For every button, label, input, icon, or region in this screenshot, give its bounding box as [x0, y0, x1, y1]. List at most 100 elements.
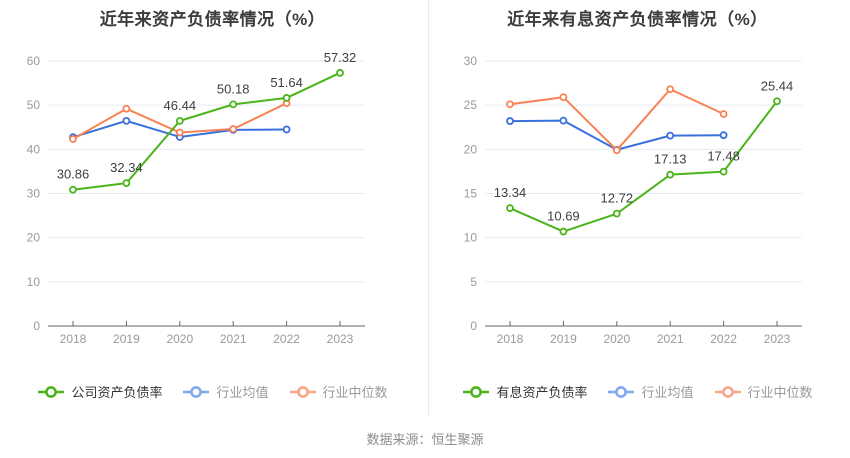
y-axis-tick-label: 10 [27, 275, 41, 289]
data-point-value-label: 32.34 [110, 160, 143, 175]
series-line-blue [509, 119, 725, 151]
x-axis-tick-label: 2022 [710, 332, 737, 346]
data-point-value-label: 30.86 [57, 167, 90, 182]
y-axis-tick-label: 0 [470, 319, 477, 333]
x-axis-tick-label: 2021 [220, 332, 247, 346]
data-point-blue [559, 116, 568, 125]
chart-title-debt-ratio: 近年来资产负债率情况（%） [99, 10, 326, 29]
data-point-value-label: 57.32 [324, 50, 357, 65]
legend-item-blue[interactable]: 行业均值 [182, 382, 269, 401]
data-point-orange [666, 85, 675, 94]
x-axis-tick-label: 2019 [550, 332, 577, 346]
y-axis-tick-label: 10 [464, 231, 478, 245]
legend-item-label: 行业均值 [216, 385, 269, 400]
legend-ring [296, 385, 309, 398]
data-point-orange [122, 104, 131, 113]
legend-marker-icon [183, 385, 210, 398]
data-point-value-label: 17.13 [654, 152, 687, 167]
legend-item-green[interactable]: 有息资产负债率 [462, 382, 587, 401]
series-line-green [509, 100, 778, 233]
y-axis-tick-label: 60 [27, 54, 41, 68]
legend-ring [470, 385, 483, 398]
legend-marker-icon [714, 385, 741, 398]
data-point-orange [612, 146, 621, 155]
legend-ring [45, 385, 58, 398]
data-point-orange [175, 128, 184, 137]
series-line-orange [509, 88, 725, 152]
x-axis-tick-label: 2018 [497, 332, 524, 346]
x-axis-tick-label: 2023 [327, 332, 354, 346]
data-point-orange [69, 135, 77, 143]
data-point-value-label: 17.48 [707, 149, 740, 164]
legend-marker-icon [608, 385, 635, 398]
data-point-blue [666, 131, 675, 140]
y-axis-tick-label: 30 [27, 187, 41, 201]
legend-item-orange[interactable]: 行业中位数 [289, 382, 388, 401]
chart-panel-interest-debt-ratio: 0 5 10 15 20 25 30 2018 2019 2020 2021 2022 2023 13.3… [425, 0, 850, 415]
data-point-orange [719, 110, 728, 118]
x-axis-tick-label: 2019 [113, 332, 140, 346]
legend-marker-icon [463, 385, 490, 398]
data-point-green [229, 100, 238, 109]
legend-ring [615, 385, 628, 398]
data-point-green [666, 170, 675, 179]
legend-marker-icon [38, 385, 65, 398]
data-point-value-label: 51.64 [270, 75, 303, 90]
y-axis-tick-label: 0 [33, 319, 40, 333]
charts-row: 0 10 20 30 40 50 60 2018 2019 2020 2021 2022 2023 30.… [0, 0, 850, 415]
data-point-blue [282, 125, 291, 134]
debt-ratio-line-chart: 0 10 20 30 40 50 60 2018 2019 2020 2021 2022 2023 30.… [27, 50, 365, 346]
data-point-green [719, 167, 728, 176]
legend-debt-ratio: 公司资产负债率 行业均值 行业中位数 [0, 382, 425, 401]
x-axis-tick-label: 2021 [657, 332, 684, 346]
data-source-note: 数据来源：恒生聚源 [366, 432, 484, 447]
y-axis-tick-label: 40 [27, 142, 41, 156]
data-point-value-label: 46.44 [164, 98, 197, 113]
data-point-green [506, 204, 514, 213]
data-point-value-label: 10.69 [547, 209, 580, 224]
legend-interest-debt-ratio: 有息资产负债率 行业均值 行业中位数 [425, 382, 850, 401]
legend-item-label: 行业中位数 [747, 385, 813, 400]
data-point-green [612, 209, 621, 218]
legend-item-green[interactable]: 公司资产负债率 [37, 382, 162, 401]
data-point-green [175, 116, 184, 125]
data-point-green [69, 185, 77, 194]
legend-item-label: 有息资产负债率 [496, 385, 588, 400]
y-axis-tick-label: 25 [464, 98, 478, 112]
chart-title-interest-debt-ratio: 近年来有息资产负债率情况（%） [507, 10, 768, 29]
data-point-blue [719, 131, 728, 140]
data-point-blue [506, 117, 514, 125]
legend-item-blue[interactable]: 行业均值 [607, 382, 694, 401]
y-axis-tick-label: 20 [27, 231, 41, 245]
data-point-value-label: 12.72 [601, 191, 634, 206]
panel-divider [428, 0, 429, 415]
interest-debt-ratio-line-chart: 0 5 10 15 20 25 30 2018 2019 2020 2021 2022 2023 13.3… [464, 54, 802, 346]
data-point-blue [122, 116, 131, 125]
data-point-orange [559, 93, 568, 102]
y-axis-tick-label: 15 [464, 187, 478, 201]
data-point-green [282, 94, 291, 102]
legend-marker-icon [289, 385, 316, 398]
y-axis-tick-label: 20 [464, 142, 478, 156]
legend-item-label: 行业均值 [641, 385, 694, 400]
legend-item-orange[interactable]: 行业中位数 [714, 382, 813, 401]
x-axis-tick-label: 2023 [764, 332, 791, 346]
data-point-value-label: 13.34 [494, 185, 527, 200]
data-point-green [559, 227, 568, 236]
legend-item-label: 行业中位数 [322, 385, 388, 400]
legend-item-label: 公司资产负债率 [71, 385, 163, 400]
data-point-green [336, 68, 344, 77]
data-point-green [122, 179, 131, 188]
x-axis-tick-label: 2020 [166, 332, 193, 346]
y-axis-tick-label: 50 [27, 98, 41, 112]
y-axis-tick-label: 30 [464, 54, 478, 68]
series-line-green [72, 71, 341, 191]
chart-panel-debt-ratio: 0 10 20 30 40 50 60 2018 2019 2020 2021 2022 2023 30.… [0, 0, 425, 415]
x-axis-tick-label: 2018 [60, 332, 87, 346]
x-axis-tick-label: 2020 [603, 332, 630, 346]
y-axis-tick-label: 5 [470, 275, 477, 289]
data-point-value-label: 25.44 [761, 78, 794, 93]
data-point-green [773, 97, 781, 106]
legend-ring [721, 385, 734, 398]
data-point-orange [229, 125, 238, 133]
